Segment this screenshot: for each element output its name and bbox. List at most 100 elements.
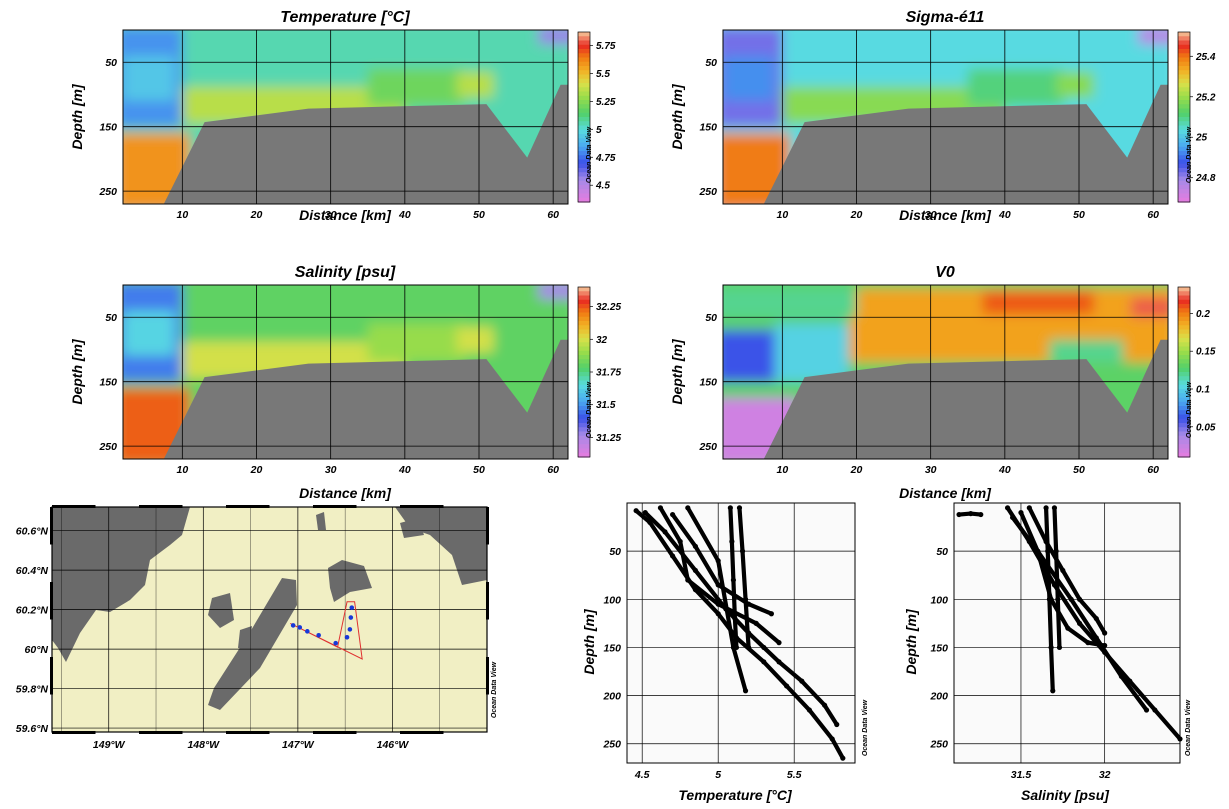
section-field <box>123 30 568 204</box>
colorbar-tick-label: 5.5 <box>596 69 610 80</box>
colorbar-step <box>1178 291 1190 297</box>
profile-point <box>692 567 699 574</box>
colorbar-step <box>1178 308 1190 314</box>
profile-plot-0: 4.5 5 5.5 50 100 150 200 250 <box>602 502 856 781</box>
profile-plot-1: 31.5 32 50 100 150 200 250 <box>929 502 1183 781</box>
colorbar-tick-label: 5 <box>596 125 602 136</box>
colorbar-step <box>1178 295 1190 301</box>
map-lon-label: 149°W <box>93 739 126 751</box>
profile-point <box>692 543 699 549</box>
colorbar: 5.75 5.5 5.25 5 4.75 4.5 <box>577 31 616 203</box>
field-core-dip <box>1049 339 1124 363</box>
colorbar: 25.4 25.2 25 24.8 <box>1177 31 1216 203</box>
profile-point <box>742 688 749 694</box>
x-tick-label: 50 <box>473 464 485 476</box>
profile-point <box>715 601 721 607</box>
colorbar-step <box>1178 87 1190 93</box>
colorbar-step <box>578 452 590 458</box>
colorbar-step <box>1178 372 1190 377</box>
x-tick-label: 5.5 <box>787 769 802 781</box>
y-tick-label: 50 <box>936 546 948 558</box>
watermark-salinity-profile: Ocean Data View <box>1185 699 1192 756</box>
map-lat-label: 60.4°N <box>16 565 49 577</box>
section-panel-1: 10 20 30 40 50 60 50 150 250 25.4 25.2 25 24.8 <box>698 29 1216 221</box>
colorbar-step <box>578 78 590 84</box>
profile-point <box>1076 620 1083 626</box>
profile-point <box>730 577 737 583</box>
profile-point <box>784 683 790 689</box>
field-west-mid <box>774 323 850 382</box>
profile-point <box>1068 596 1074 602</box>
colorbar-step <box>578 155 590 161</box>
colorbar-step <box>1178 393 1190 399</box>
colorbar-step <box>1178 321 1190 326</box>
x-tick-label: 10 <box>776 209 788 221</box>
field-bottom-patch <box>456 326 494 353</box>
y-tick-label: 200 <box>602 691 621 703</box>
colorbar-step <box>1178 138 1190 144</box>
profile-point <box>739 548 746 554</box>
colorbar-step <box>578 427 590 433</box>
map-lat-label: 59.8°N <box>16 684 49 696</box>
colorbar: 0.2 0.15 0.1 0.05 <box>1177 286 1216 458</box>
profile-point <box>956 511 962 518</box>
colorbar-step <box>578 57 590 63</box>
map-lat-label: 59.6°N <box>16 723 49 735</box>
colorbar-step <box>578 342 590 348</box>
bathymetry <box>763 84 1168 204</box>
profile-point <box>1045 548 1051 554</box>
x-tick-label: 60 <box>1147 209 1159 221</box>
colorbar-step <box>1178 100 1190 105</box>
field-bottom-patch <box>1056 71 1094 98</box>
colorbar-step <box>578 431 590 437</box>
colorbar-step <box>1178 159 1190 165</box>
colorbar-step <box>1178 401 1190 407</box>
profile-point <box>715 582 721 588</box>
station-point <box>349 605 355 610</box>
colorbar-step <box>578 380 590 386</box>
profile-point <box>733 644 740 651</box>
y-tick-label: 150 <box>699 377 717 389</box>
profile-point <box>729 538 735 545</box>
y-tick-label: 50 <box>105 57 117 69</box>
profile-point <box>1143 707 1150 713</box>
colorbar-tick-label: 31.75 <box>596 368 621 379</box>
colorbar-step <box>578 112 590 118</box>
profile-point <box>1043 505 1049 511</box>
colorbar-step <box>1178 168 1190 173</box>
colorbar-step <box>1178 423 1190 428</box>
field-bottom-layer-east <box>367 68 465 107</box>
map-border-tick <box>139 505 183 508</box>
x-tick-label: 50 <box>1073 209 1085 221</box>
colorbar-step <box>1178 325 1190 331</box>
profile-point <box>1102 630 1108 636</box>
profile-point <box>753 620 759 626</box>
map-border-tick <box>139 731 183 734</box>
colorbar-step <box>578 414 590 420</box>
profile-point <box>670 553 676 559</box>
colorbar-step <box>578 308 590 314</box>
profile-point <box>1065 625 1071 631</box>
station-point <box>290 623 296 628</box>
colorbar-step <box>1178 350 1190 356</box>
colorbar-step <box>578 197 590 203</box>
colorbar-frame <box>577 31 591 203</box>
field-bottom-patch <box>456 71 494 98</box>
y-axis-label-temperature-profile: Depth [m] <box>581 608 597 675</box>
profile-point <box>685 577 691 583</box>
bathymetry <box>163 84 568 204</box>
colorbar-tick-label: 31.5 <box>596 400 616 411</box>
x-tick-label: 5 <box>715 769 721 781</box>
section-field <box>123 285 568 459</box>
y-tick-label: 100 <box>603 594 621 606</box>
station-point <box>344 634 350 640</box>
colorbar-step <box>578 329 590 335</box>
colorbar-step <box>1178 91 1190 97</box>
profile-point <box>1026 505 1032 511</box>
station-point <box>347 627 353 632</box>
map-border-tick <box>50 657 53 695</box>
colorbar-step <box>1178 346 1190 352</box>
y-tick-label: 100 <box>930 594 948 606</box>
colorbar-step <box>1178 66 1190 71</box>
